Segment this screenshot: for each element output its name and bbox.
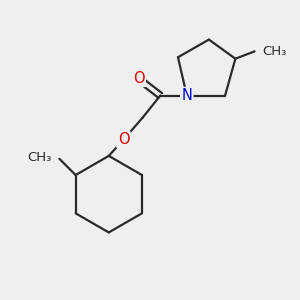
Text: O: O: [133, 71, 145, 86]
Text: N: N: [182, 88, 192, 103]
Text: CH₃: CH₃: [262, 45, 286, 58]
Text: CH₃: CH₃: [28, 151, 52, 164]
Text: O: O: [133, 71, 145, 86]
Text: O: O: [118, 132, 129, 147]
Text: N: N: [182, 88, 192, 103]
Text: O: O: [118, 132, 129, 147]
